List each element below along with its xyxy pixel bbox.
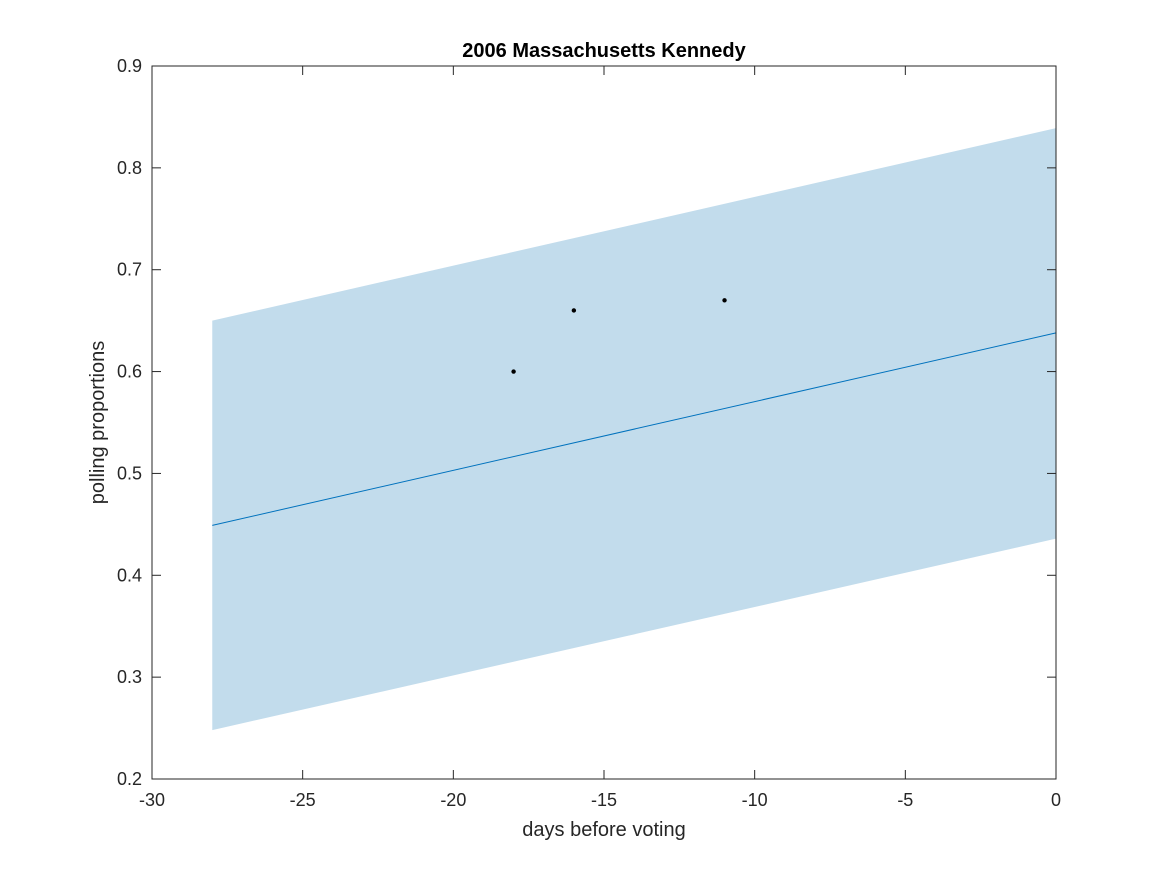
y-tick-label: 0.8: [117, 158, 142, 178]
x-tick-label: -10: [742, 790, 768, 810]
x-axis-label: days before voting: [522, 819, 685, 841]
chart-title: 2006 Massachusetts Kennedy: [462, 40, 746, 62]
x-tick-label: 0: [1051, 790, 1061, 810]
trend-line-layer: [212, 332, 1057, 526]
data-point: [722, 298, 727, 303]
x-tick-label: -25: [290, 790, 316, 810]
x-tick-label: -15: [591, 790, 617, 810]
trend-line: [212, 332, 1057, 526]
data-point: [571, 308, 577, 313]
x-tick-label: -30: [139, 790, 165, 810]
y-tick-label: 0.3: [117, 667, 142, 687]
data-points-layer: [511, 298, 727, 374]
ticks-layer: [151, 65, 1057, 780]
tick-labels-layer: -30 -25 -20 -15 -10 -5 0 0.2 0.3 0.4 0.5 0.6 0.7 0.8 0…: [117, 56, 1061, 810]
data-point: [511, 369, 516, 374]
y-tick-label: 0.4: [117, 565, 142, 585]
y-tick-label: 0.2: [117, 769, 142, 789]
y-tick-label: 0.6: [117, 362, 142, 382]
y-axis-label: polling proportions: [87, 341, 109, 504]
y-tick-label: 0.5: [117, 463, 142, 483]
y-tick-label: 0.9: [117, 56, 142, 76]
y-tick-label: 0.7: [117, 260, 142, 280]
x-tick-label: -5: [897, 790, 913, 810]
x-tick-label: -20: [440, 790, 466, 810]
